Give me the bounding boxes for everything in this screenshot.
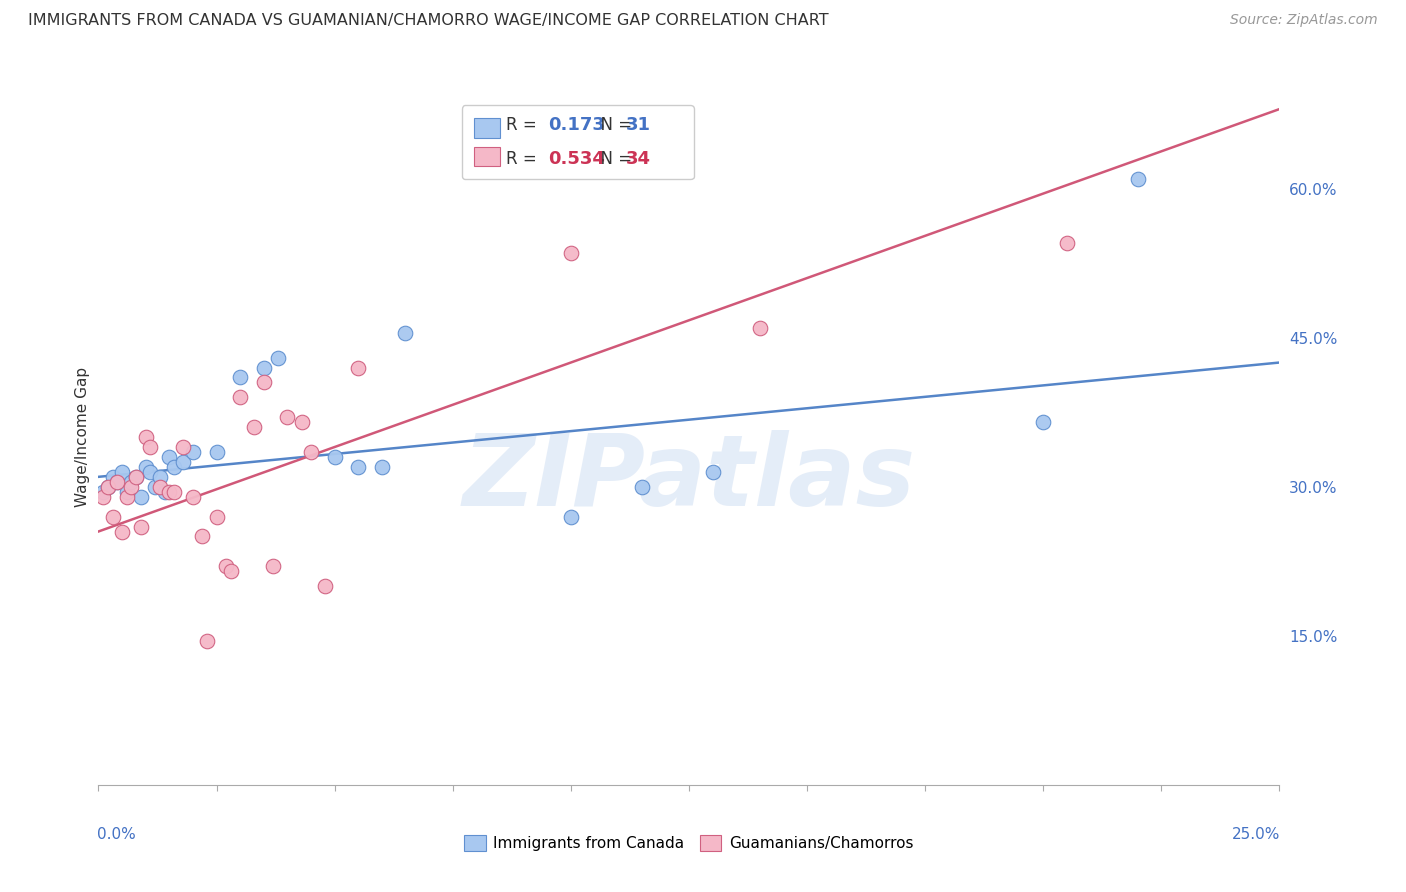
Point (139, 465, 162, 479)
Point (262, 559, 284, 574)
Text: N =: N = (591, 150, 637, 169)
Point (149, 480, 172, 494)
Point (139, 440, 162, 454)
Point (115, 484, 138, 499)
Point (163, 484, 186, 499)
Text: 0.534: 0.534 (548, 150, 605, 169)
Text: R =: R = (506, 150, 541, 169)
Point (243, 420, 266, 434)
Text: 0.173: 0.173 (548, 116, 605, 134)
Text: 31: 31 (626, 116, 651, 134)
Point (253, 376, 276, 390)
Point (1032, 415, 1054, 429)
Point (630, 480, 652, 494)
Point (149, 470, 172, 484)
Text: 25.0%: 25.0% (1232, 827, 1281, 842)
Point (111, 465, 134, 479)
Text: N =: N = (591, 116, 637, 134)
Text: R =: R = (506, 116, 541, 134)
Point (115, 490, 138, 504)
Point (748, 320, 770, 334)
Point (229, 390, 252, 404)
Point (101, 470, 124, 484)
Point (143, 480, 166, 494)
Point (276, 410, 298, 425)
Point (125, 470, 148, 484)
Point (172, 440, 194, 454)
Point (157, 450, 180, 464)
Point (820, 72, 842, 87)
Point (560, 246, 582, 260)
Point (394, 326, 416, 340)
Text: 34: 34 (626, 150, 651, 169)
Y-axis label: Wage/Income Gap: Wage/Income Gap (75, 367, 90, 508)
Point (135, 430, 157, 444)
Point (299, 445, 322, 459)
Point (253, 360, 276, 375)
Point (181, 445, 204, 459)
Point (135, 459, 157, 474)
Point (97, 480, 120, 494)
Text: IMMIGRANTS FROM CANADA VS GUAMANIAN/CHAMORRO WAGE/INCOME GAP CORRELATION CHART: IMMIGRANTS FROM CANADA VS GUAMANIAN/CHAM… (28, 13, 828, 29)
Point (371, 459, 394, 474)
Text: ZIPatlas: ZIPatlas (463, 430, 915, 527)
Point (121, 475, 143, 489)
Point (111, 524, 134, 539)
Point (347, 459, 370, 474)
Text: Source: ZipAtlas.com: Source: ZipAtlas.com (1230, 13, 1378, 28)
Point (219, 564, 242, 578)
Point (163, 459, 186, 474)
Point (153, 484, 176, 499)
Point (314, 579, 336, 593)
Point (129, 490, 152, 504)
Point (1126, 171, 1149, 186)
Point (347, 360, 370, 375)
Point (101, 509, 124, 524)
Point (157, 484, 180, 499)
Point (205, 445, 228, 459)
Point (267, 351, 290, 365)
Point (181, 490, 204, 504)
Point (560, 509, 582, 524)
Point (702, 465, 724, 479)
Point (97, 480, 120, 494)
Point (1056, 236, 1078, 251)
Point (91, 484, 114, 499)
Point (125, 470, 148, 484)
Point (290, 415, 312, 429)
Point (105, 475, 128, 489)
Point (191, 529, 214, 543)
Point (121, 480, 143, 494)
Legend: Immigrants from Canada, Guamanians/Chamorros: Immigrants from Canada, Guamanians/Chamo… (458, 830, 920, 857)
Point (105, 475, 128, 489)
Text: 0.0%: 0.0% (97, 827, 136, 842)
Point (91, 490, 114, 504)
Point (323, 450, 346, 464)
Point (205, 509, 228, 524)
Point (229, 370, 252, 384)
Point (172, 455, 194, 469)
Point (195, 633, 218, 648)
Point (215, 559, 238, 574)
Point (129, 519, 152, 533)
